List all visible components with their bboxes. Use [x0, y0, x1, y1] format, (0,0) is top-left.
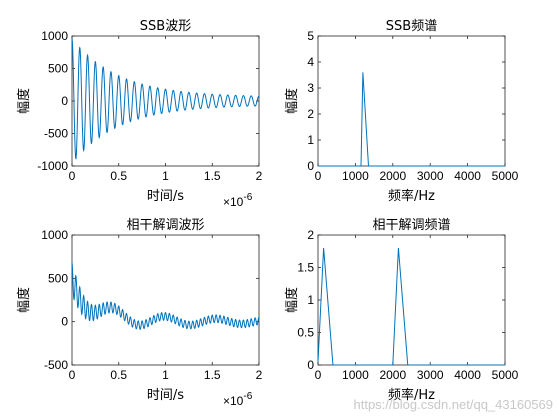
x-tick-label: 2: [256, 169, 263, 183]
x-tick-label: 1.5: [204, 368, 221, 382]
y-tick-label: 5: [307, 29, 314, 43]
x-exponent-base: ×10: [223, 394, 244, 408]
subplot-2: SSB频谱 0 1000 2000 3000 4000 5000 0 1 2 3 4 5 频率/Hz 幅度: [284, 19, 519, 204]
chart-title: 相干解调波形: [126, 218, 204, 233]
axes-box: [317, 234, 506, 366]
watermark-text: https://blog.csdn.net/qq_43160569: [354, 397, 554, 412]
axes-box: [71, 35, 260, 167]
x-tick-label: 1000: [342, 368, 369, 382]
y-tick-label: -500: [44, 358, 68, 372]
y-tick-label: 500: [48, 271, 68, 285]
y-tick-label: 3: [307, 81, 314, 95]
series-line: [317, 247, 505, 366]
x-tick-label: 0.5: [110, 169, 127, 183]
x-tick-label: 4000: [454, 368, 481, 382]
x-axis-label: 频率/Hz: [388, 387, 435, 403]
x-exponent-base: ×10: [223, 195, 244, 209]
series-line: [318, 72, 505, 167]
x-tick-label: 2: [256, 368, 263, 382]
y-axis-label: 幅度: [284, 287, 300, 313]
series-line: [71, 262, 260, 331]
chart-title: 相干解调频谱: [372, 218, 450, 233]
y-tick-label: 1: [307, 293, 314, 307]
chart-title: SSB频谱: [386, 19, 437, 34]
y-tick-label: 1: [307, 133, 314, 147]
x-tick-label: 2000: [379, 368, 406, 382]
y-tick-label: 0: [307, 358, 314, 372]
y-tick-label: 4: [307, 55, 314, 69]
y-tick-label: 0.5: [297, 326, 314, 340]
x-exponent-label: ×10-6: [223, 391, 253, 408]
y-axis-label: 幅度: [16, 88, 32, 114]
y-tick-label: 1000: [41, 29, 68, 43]
x-axis-label: 时间/s: [147, 388, 184, 403]
y-tick-label: 0: [307, 159, 314, 173]
x-axis-label: 频率/Hz: [388, 188, 435, 204]
x-tick-label: 0.5: [110, 368, 127, 382]
y-tick-label: 1.5: [297, 261, 314, 275]
x-tick-label: 1.5: [204, 169, 221, 183]
x-exponent-power: -6: [243, 192, 252, 203]
y-tick-label: 2: [307, 107, 314, 121]
x-exponent-power: -6: [243, 391, 252, 402]
x-tick-label: 3000: [417, 368, 444, 382]
y-axis-label: 幅度: [284, 88, 300, 114]
axes-box: [71, 234, 260, 366]
subplot-1: SSB波形 0 0.5 1 1.5 2 -1000 -500 0 500 1000 时间/s 幅度 ×10…: [16, 19, 263, 209]
series-line: [71, 38, 260, 160]
x-tick-label: 4000: [454, 169, 481, 183]
chart-title: SSB波形: [140, 19, 191, 34]
y-tick-label: -500: [44, 127, 68, 141]
y-tick-label: 0: [61, 315, 68, 329]
y-tick-label: 1000: [41, 228, 68, 242]
x-tick-label: 5000: [492, 169, 519, 183]
y-tick-label: 0: [61, 94, 68, 108]
subplot-4: 相干解调频谱 0 1000 2000 3000 4000 5000 0 0.5 1 1.5 2 频率/H…: [284, 218, 519, 403]
axes-box: [317, 35, 506, 167]
x-tick-label: 2000: [379, 169, 406, 183]
x-tick-label: 1000: [342, 169, 369, 183]
x-tick-label: 3000: [417, 169, 444, 183]
x-axis-label: 时间/s: [147, 189, 184, 204]
x-tick-label: 1: [162, 169, 169, 183]
y-tick-label: -1000: [37, 159, 68, 173]
x-tick-label: 0: [69, 368, 76, 382]
y-tick-label: 500: [48, 62, 68, 76]
x-tick-label: 0: [69, 169, 76, 183]
y-tick-label: 2: [307, 228, 314, 242]
x-tick-label: 0: [315, 368, 322, 382]
x-exponent-label: ×10-6: [223, 192, 253, 209]
y-axis-label: 幅度: [16, 287, 32, 313]
x-tick-label: 1: [162, 368, 169, 382]
x-tick-label: 5000: [492, 368, 519, 382]
x-tick-label: 0: [315, 169, 322, 183]
